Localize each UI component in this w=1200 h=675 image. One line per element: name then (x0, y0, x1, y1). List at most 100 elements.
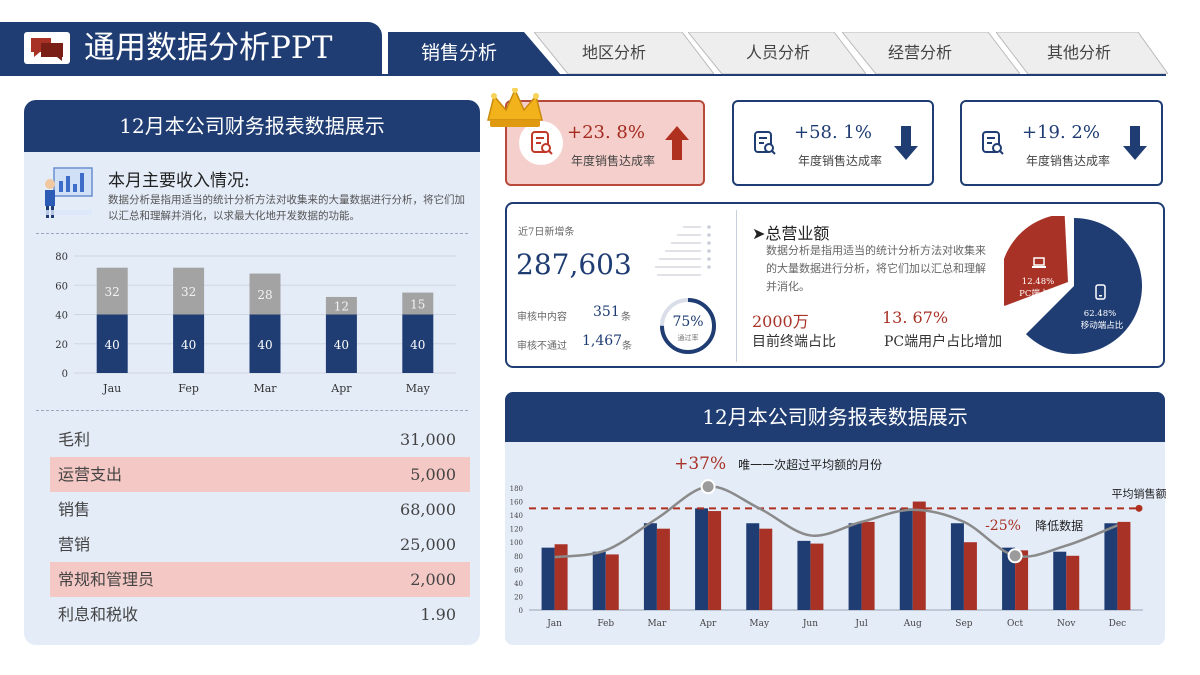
annotation-peak-text: 唯一一次超过平均额的月份 (738, 457, 882, 472)
bar-value-label: 40 (334, 338, 349, 352)
divider (36, 233, 468, 234)
bar-value-label: 40 (105, 338, 120, 352)
bar-value-label: 32 (181, 285, 196, 299)
bar (1015, 550, 1029, 610)
x-category-label: Jul (854, 619, 867, 629)
bar (899, 508, 913, 610)
kpi-card-2[interactable]: +58. 1% 年度销售达成率 (732, 100, 934, 186)
average-label: 平均销售额 (1112, 486, 1167, 500)
x-category-label: Feb (597, 619, 614, 629)
crown-icon (484, 87, 546, 136)
y-tick-label: 40 (514, 580, 523, 588)
x-category-label: Jau (102, 382, 121, 395)
divider (736, 210, 737, 362)
bar (963, 542, 977, 610)
rejected-label: 审核不通过 (517, 341, 567, 352)
pc-share-value: 13. 67% (882, 308, 949, 327)
average-marker (1135, 504, 1143, 512)
reviewing-value: 351 (593, 304, 620, 320)
income-description: 数据分析是指用适当的统计分析方法对收集来的大量数据进行分析，将它们加以汇总和理解… (108, 194, 465, 222)
fin-row-marketing: 营销 25,000 (58, 535, 456, 554)
terminal-share-value: 2000万 (752, 312, 809, 331)
trend-marker (1007, 548, 1023, 564)
bar-value-label: 15 (410, 298, 425, 312)
fin-row-interest-tax: 利息和税收 1.90 (58, 605, 456, 624)
trend-line (554, 485, 1118, 559)
tab-label: 地区分析 (581, 43, 646, 62)
bar-segment (325, 296, 357, 315)
y-tick-label: 60 (514, 566, 523, 574)
arrow-down-icon (894, 126, 918, 164)
new-items-label: 近7日新增条 (518, 227, 575, 238)
tab-other[interactable]: 其他分析 (996, 32, 1168, 74)
y-tick-label: 140 (510, 512, 523, 520)
pie-slice-pc (1004, 216, 1068, 307)
tab-staff[interactable]: 人员分析 (688, 32, 866, 74)
kpi-value: +58. 1% (794, 122, 872, 143)
financial-list: 毛利 31,000 运营支出 5,000 销售 68,000 营销 25,000 常规和… (50, 422, 470, 632)
y-tick-label: 40 (55, 311, 68, 322)
y-tick-label: 100 (510, 539, 523, 547)
fin-row-general-admin: 常规和管理员 2,000 (50, 562, 470, 597)
pie-label-pc-value: 12.48% (1022, 277, 1054, 287)
bar-value-label: 32 (105, 285, 120, 299)
tab-sales[interactable]: 销售分析 (384, 32, 560, 74)
bar (810, 543, 824, 610)
bar (708, 511, 722, 610)
kpi-card-3[interactable]: +19. 2% 年度销售达成率 (960, 100, 1163, 186)
ring-label: 通过率 (677, 334, 699, 342)
bar-segment (325, 314, 357, 373)
monthly-income-chart: 0 20 40 60 80 40 32 40 32 40 28 40 12 40 15 Jau Fep Mar… (55, 252, 456, 395)
pie-label-mobile-name: 移动端占比 (1081, 320, 1124, 331)
revenue-description: 数据分析是指用适当的统计分析方法对收集来的大量数据进行分析，将它们加以汇总和理解… (766, 244, 986, 293)
income-title: 本月主要收入情况: (108, 171, 250, 191)
header-rule (380, 74, 1166, 76)
report-search-icon (519, 121, 563, 165)
bar (861, 521, 875, 610)
tab-label: 经营分析 (887, 43, 952, 62)
report-search-icon (970, 121, 1014, 165)
bar-value-label: 28 (257, 288, 272, 302)
bar (695, 508, 709, 610)
pc-share-label: PC端用户占比增加 (884, 334, 1003, 350)
bar-segment (96, 267, 128, 315)
y-tick-label: 0 (519, 607, 523, 615)
kpi-label: 年度销售达成率 (798, 154, 883, 168)
bar (797, 540, 811, 610)
x-category-label: Apr (699, 619, 717, 629)
x-category-label: Apr (330, 382, 352, 395)
y-tick-label: 20 (55, 340, 68, 351)
tab-label: 销售分析 (420, 42, 497, 64)
x-category-label: May (406, 382, 431, 395)
report-search-icon (742, 121, 786, 165)
bar (605, 554, 619, 610)
bar (592, 551, 606, 610)
arrow-down-icon (1123, 126, 1147, 164)
tab-region[interactable]: 地区分析 (534, 32, 714, 74)
bar (1053, 551, 1067, 610)
y-tick-label: 160 (510, 499, 523, 507)
bar-segment (249, 314, 281, 373)
x-category-label: Jun (802, 619, 818, 629)
y-tick-label: 80 (514, 553, 523, 561)
bar-value-label: 12 (334, 300, 349, 314)
kpi-value: +23. 8% (567, 122, 645, 143)
bar-segment (249, 273, 281, 315)
chevron-right-icon: ➤ (752, 224, 766, 243)
tab-label: 人员分析 (745, 43, 810, 62)
chat-bubbles-icon (24, 32, 70, 64)
unit-label: 条 (622, 341, 632, 352)
x-category-label: Mar (253, 382, 277, 395)
reviewing-label: 审核中内容 (517, 312, 567, 323)
arrow-up-icon (665, 126, 689, 164)
ring-percent: 75% (672, 314, 704, 330)
bar (554, 544, 568, 610)
x-category-label: May (749, 619, 770, 629)
phone-icon (1095, 284, 1106, 300)
revenue-title: 总营业额 (765, 224, 830, 243)
kpi-card-1[interactable]: +23. 8% 年度销售达成率 (505, 100, 705, 186)
analyst-dashboard-icon (38, 164, 98, 226)
pie-label-pc-name: PC端占比 (1019, 288, 1057, 299)
tab-operation[interactable]: 经营分析 (842, 32, 1020, 74)
y-tick-label: 60 (55, 281, 68, 292)
